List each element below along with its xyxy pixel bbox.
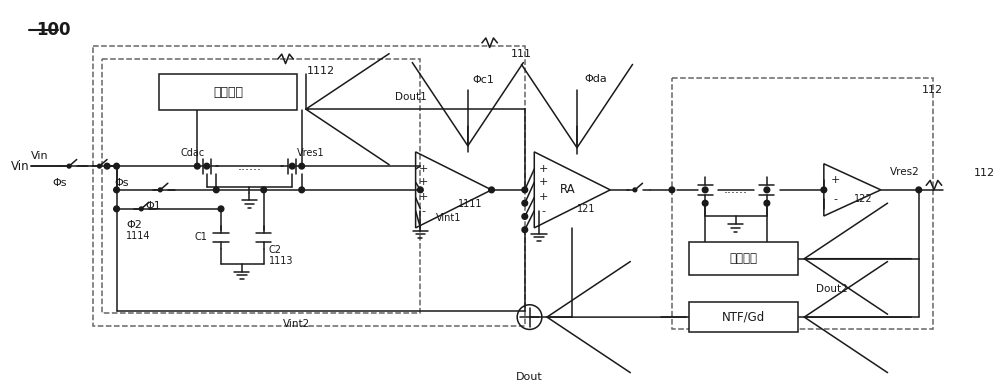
Text: Cdac: Cdac bbox=[181, 148, 205, 158]
Circle shape bbox=[261, 187, 267, 193]
Text: +: + bbox=[539, 177, 548, 187]
Circle shape bbox=[194, 163, 200, 169]
Text: 1113: 1113 bbox=[268, 256, 293, 266]
Circle shape bbox=[114, 187, 119, 193]
Text: NTF/Gd: NTF/Gd bbox=[722, 310, 765, 324]
Bar bbox=[689, 302, 798, 332]
Text: ......: ...... bbox=[724, 184, 748, 196]
Text: +: + bbox=[539, 164, 548, 174]
Text: 转换开关: 转换开关 bbox=[730, 252, 758, 265]
Text: C1: C1 bbox=[195, 232, 208, 242]
Text: 111: 111 bbox=[511, 49, 532, 59]
Text: -: - bbox=[833, 194, 837, 204]
Text: Vint1: Vint1 bbox=[436, 213, 462, 223]
Text: Vin: Vin bbox=[11, 160, 29, 173]
Text: Φs: Φs bbox=[52, 177, 67, 188]
Text: Φc1: Φc1 bbox=[473, 76, 494, 86]
Text: +: + bbox=[419, 192, 428, 203]
Circle shape bbox=[522, 214, 528, 219]
Circle shape bbox=[299, 187, 305, 193]
Text: Φs: Φs bbox=[115, 177, 129, 188]
Circle shape bbox=[213, 187, 219, 193]
Text: Φ1: Φ1 bbox=[145, 201, 161, 211]
Circle shape bbox=[669, 187, 675, 193]
Circle shape bbox=[114, 163, 119, 169]
Circle shape bbox=[522, 227, 528, 233]
Text: 1112: 1112 bbox=[306, 66, 335, 76]
Text: Vres1: Vres1 bbox=[297, 148, 325, 158]
Text: 1111: 1111 bbox=[458, 199, 483, 209]
Text: C2: C2 bbox=[268, 245, 281, 255]
Text: 112: 112 bbox=[921, 86, 943, 95]
Circle shape bbox=[299, 163, 305, 169]
Text: Φda: Φda bbox=[585, 74, 607, 84]
Text: 112: 112 bbox=[974, 168, 995, 179]
Bar bbox=[689, 242, 798, 276]
Bar bbox=[93, 46, 525, 326]
Bar bbox=[672, 78, 933, 329]
Circle shape bbox=[916, 187, 922, 193]
Text: -: - bbox=[542, 206, 546, 216]
Text: +: + bbox=[419, 177, 428, 187]
Circle shape bbox=[158, 188, 162, 192]
Circle shape bbox=[633, 188, 637, 192]
Text: Vres2: Vres2 bbox=[890, 166, 919, 177]
Text: +: + bbox=[419, 164, 428, 174]
Circle shape bbox=[522, 187, 528, 193]
Circle shape bbox=[289, 163, 295, 169]
Circle shape bbox=[418, 187, 423, 193]
Circle shape bbox=[218, 206, 224, 212]
Circle shape bbox=[139, 207, 143, 211]
Text: 100: 100 bbox=[36, 21, 70, 39]
Text: 1114: 1114 bbox=[126, 231, 151, 241]
Circle shape bbox=[104, 163, 110, 169]
Circle shape bbox=[114, 206, 119, 212]
Text: Φ2: Φ2 bbox=[126, 220, 142, 230]
Circle shape bbox=[67, 164, 71, 168]
Circle shape bbox=[764, 200, 770, 206]
Text: 转换开关: 转换开关 bbox=[213, 86, 243, 98]
Circle shape bbox=[98, 164, 101, 168]
Circle shape bbox=[702, 187, 708, 193]
Text: +: + bbox=[831, 176, 840, 185]
Circle shape bbox=[489, 187, 494, 193]
Circle shape bbox=[821, 187, 827, 193]
Circle shape bbox=[204, 163, 210, 169]
Bar bbox=[159, 74, 297, 110]
Circle shape bbox=[702, 200, 708, 206]
Text: Vint2: Vint2 bbox=[283, 319, 311, 329]
Text: Dout2: Dout2 bbox=[816, 284, 847, 294]
Text: 121: 121 bbox=[577, 204, 596, 214]
Text: RA: RA bbox=[560, 184, 575, 196]
Text: Dout1: Dout1 bbox=[395, 92, 427, 101]
Text: +: + bbox=[539, 192, 548, 203]
Circle shape bbox=[522, 200, 528, 206]
Text: ......: ...... bbox=[237, 160, 261, 173]
Text: Vin: Vin bbox=[31, 151, 49, 162]
Circle shape bbox=[764, 187, 770, 193]
Text: 122: 122 bbox=[854, 194, 873, 204]
Text: Dout: Dout bbox=[516, 372, 543, 380]
Text: -: - bbox=[421, 206, 425, 216]
Bar bbox=[102, 59, 420, 313]
